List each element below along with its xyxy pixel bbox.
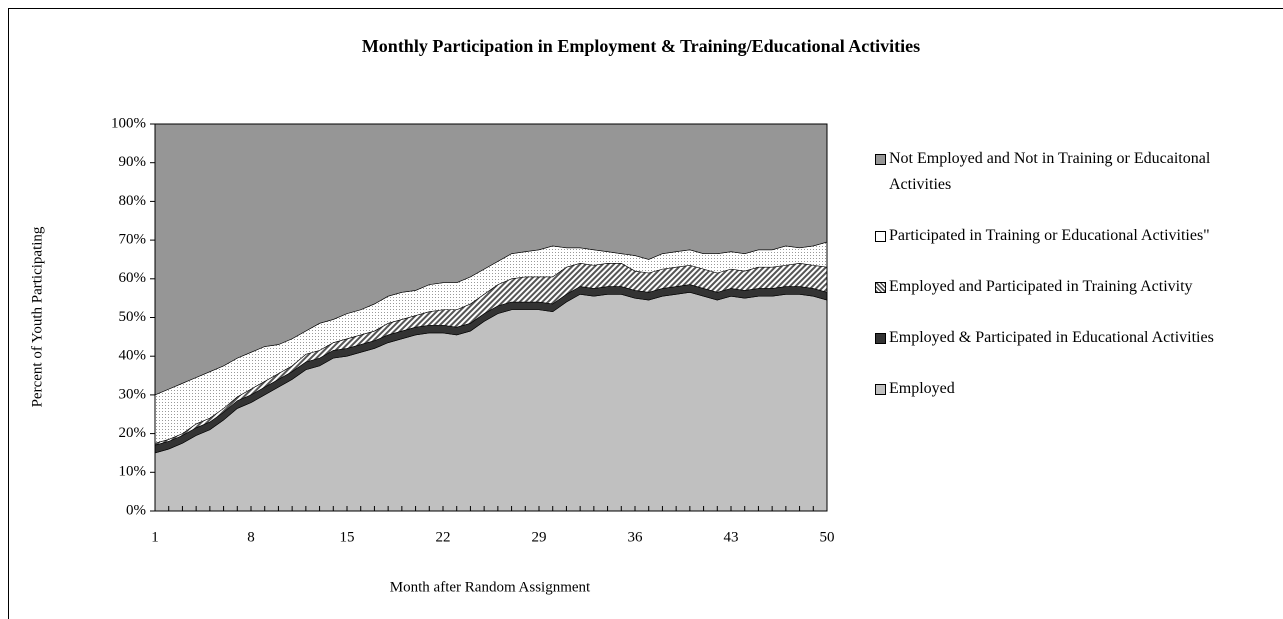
legend: Not Employed and Not in Training or Educ…: [875, 146, 1260, 427]
y-tick-label: 40%: [119, 348, 147, 364]
x-tick-label: 22: [436, 529, 451, 545]
y-tick-label: 60%: [119, 270, 147, 286]
x-tick-label: 36: [628, 529, 644, 545]
legend-label: Employed: [889, 380, 955, 397]
y-tick-label: 0%: [126, 502, 146, 518]
legend-label: Not Employed and Not in Training or Educ…: [889, 150, 1211, 193]
x-axis-label: Month after Random Assignment: [390, 579, 591, 595]
x-tick-label: 50: [820, 529, 835, 545]
y-tick-label: 80%: [119, 193, 147, 209]
y-tick-label: 10%: [119, 464, 147, 480]
legend-item: Participated in Training or Educational …: [875, 223, 1260, 249]
legend-swatch: [875, 333, 886, 344]
legend-item: Employed & Participated in Educational A…: [875, 325, 1260, 351]
y-tick-label: 30%: [119, 386, 147, 402]
legend-item: Employed and Participated in Training Ac…: [875, 274, 1260, 300]
frame: [8, 8, 1283, 619]
y-axis-label: Percent of Youth Participating: [29, 226, 45, 407]
y-tick-label: 20%: [119, 425, 147, 441]
legend-swatch: [875, 154, 886, 165]
legend-swatch: [875, 231, 886, 242]
x-tick-label: 43: [724, 529, 739, 545]
x-tick-label: 8: [247, 529, 255, 545]
y-tick-label: 90%: [119, 154, 147, 170]
legend-swatch: [875, 282, 886, 293]
y-tick-label: 100%: [111, 115, 146, 131]
legend-item: Employed: [875, 376, 1260, 402]
legend-label: Participated in Training or Educational …: [889, 227, 1210, 244]
chart-title: Monthly Participation in Employment & Tr…: [362, 36, 920, 56]
legend-label: Employed & Participated in Educational A…: [889, 329, 1214, 346]
x-tick-label: 29: [532, 529, 547, 545]
y-tick-label: 50%: [119, 309, 147, 325]
legend-label: Employed and Participated in Training Ac…: [889, 278, 1193, 295]
x-tick-label: 1: [151, 529, 159, 545]
legend-item: Not Employed and Not in Training or Educ…: [875, 146, 1260, 198]
y-tick-label: 70%: [119, 232, 147, 248]
x-tick-label: 15: [340, 529, 355, 545]
legend-swatch: [875, 384, 886, 395]
